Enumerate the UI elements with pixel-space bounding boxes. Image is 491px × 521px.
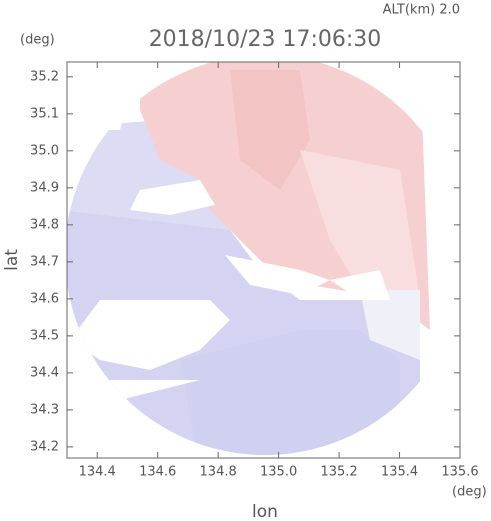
y-tick-label: 34.2 (30, 439, 59, 454)
y-tick-label: 34.6 (30, 291, 59, 306)
x-tick-label: 135.2 (320, 465, 357, 480)
y-axis-label: lat (2, 249, 22, 271)
subtitle: ALT(km) 2.0 (383, 3, 460, 18)
y-tick-label: 34.7 (30, 254, 59, 269)
y-tick-label: 35.0 (30, 143, 59, 158)
y-unit: (deg) (20, 33, 55, 48)
x-tick-label: 135.4 (381, 465, 418, 480)
x-unit: (deg) (452, 485, 487, 500)
plot-frame (66, 61, 461, 459)
x-tick-label: 134.6 (139, 465, 176, 480)
y-tick-label: 34.5 (30, 328, 59, 343)
x-axis-label: lon (252, 502, 278, 521)
x-tick-label: 134.8 (200, 465, 237, 480)
y-tick-label: 34.4 (30, 365, 59, 380)
x-tick-label: 135.0 (260, 465, 297, 480)
y-tick-label: 34.8 (30, 217, 59, 232)
y-tick-label: 35.1 (30, 106, 59, 121)
y-tick-label: 34.3 (30, 402, 59, 417)
chart-title: 2018/10/23 17:06:30 (149, 27, 382, 52)
x-tick-label: 134.4 (79, 465, 116, 480)
y-tick-label: 34.9 (30, 180, 59, 195)
x-tick-label: 135.6 (441, 465, 478, 480)
y-tick-label: 35.2 (30, 69, 59, 84)
radar-field (67, 62, 430, 455)
